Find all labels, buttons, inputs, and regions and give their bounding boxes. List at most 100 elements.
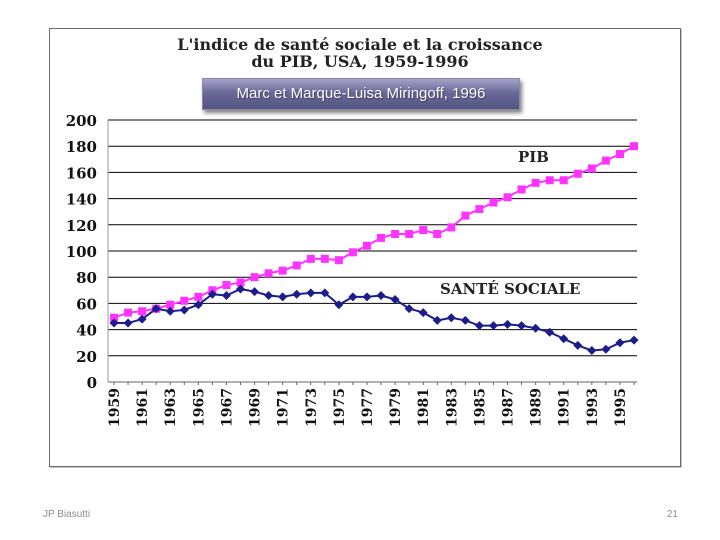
sante-sociale-data-point [432, 315, 442, 325]
sante-sociale-data-point [123, 318, 133, 328]
sante-sociale-data-point [165, 306, 175, 316]
x-tick-label: 1981 [416, 388, 432, 427]
sante-sociale-data-point [292, 289, 302, 299]
sante-sociale-data-point [587, 346, 597, 356]
page-number: 21 [666, 509, 678, 520]
sante-sociale-data-point [601, 344, 611, 354]
sante-sociale-data-point [137, 314, 147, 324]
chart-title: L'indice de santé sociale et la croissan… [170, 36, 550, 70]
x-tick-label: 1991 [557, 388, 573, 427]
sante-sociale-data-point [334, 300, 344, 310]
sante-sociale-data-point [446, 313, 456, 323]
y-tick-label: 140 [66, 191, 97, 209]
pib-data-point [601, 156, 610, 165]
pib-data-point [419, 226, 428, 235]
sante-sociale-data-point [474, 321, 484, 331]
y-tick-label: 120 [66, 217, 97, 235]
sante-sociale-data-point [362, 292, 372, 302]
x-tick-label: 1995 [613, 388, 629, 427]
x-tick-label: 1969 [248, 388, 264, 427]
pib-data-point [531, 178, 540, 187]
sante-sociale-data-point [404, 304, 414, 314]
pib-data-point [264, 269, 273, 278]
pib-data-point [573, 169, 582, 178]
sante-sociale-data-point [221, 291, 231, 301]
pib-data-point [447, 223, 456, 232]
sante-sociale-data-point [278, 292, 288, 302]
pib-data-point [334, 256, 343, 265]
y-tick-label: 200 [66, 112, 97, 130]
sante-sociale-data-point [488, 321, 498, 331]
pib-data-point [320, 254, 329, 263]
pib-data-point [194, 292, 203, 301]
pib-data-point [166, 300, 175, 309]
y-tick-label: 0 [87, 374, 97, 392]
pib-data-point [545, 176, 554, 185]
pib-data-point [517, 185, 526, 194]
x-tick-label: 1965 [191, 388, 207, 427]
pib-data-point [348, 248, 357, 257]
sante-sociale-data-point [390, 294, 400, 304]
pib-data-point [630, 142, 638, 151]
x-tick-label: 1961 [135, 388, 151, 427]
pib-data-point [138, 307, 147, 316]
pib-data-point [236, 278, 245, 287]
pib-data-point [615, 150, 624, 159]
pib-data-point [461, 211, 470, 220]
pib-data-point [475, 205, 484, 214]
pib-data-point [180, 296, 189, 305]
x-tick-label: 1975 [332, 388, 348, 427]
pib-data-point [503, 193, 512, 202]
sante-sociale-data-point [615, 338, 625, 348]
sante-sociale-data-point [207, 289, 217, 299]
pib-data-point [250, 273, 259, 282]
y-tick-label: 80 [76, 269, 97, 287]
x-tick-label: 1979 [388, 388, 404, 427]
sante-sociale-data-point [235, 284, 245, 294]
sante-sociale-data-point [629, 335, 639, 345]
sante-sociale-data-point [573, 340, 583, 350]
pib-data-point [222, 281, 231, 290]
sante-sociale-data-point [264, 291, 274, 301]
pib-data-point [587, 164, 596, 173]
sante-sociale-data-point [418, 308, 428, 318]
series-label-sante-sociale: SANTÉ SOCIALE [440, 280, 580, 298]
sante-sociale-data-point [559, 334, 569, 344]
y-tick-label: 20 [76, 348, 97, 366]
pib-data-point [278, 266, 287, 275]
sante-sociale-data-point [179, 305, 189, 315]
sante-sociale-data-point [460, 315, 470, 325]
sante-sociale-data-point [320, 288, 330, 298]
x-tick-label: 1971 [276, 388, 292, 427]
sante-sociale-data-point [193, 300, 203, 310]
chart-title-line-2: du PIB, USA, 1959-1996 [251, 52, 469, 71]
x-tick-label: 1987 [501, 388, 517, 427]
chart-title-line-1: L'indice de santé sociale et la croissan… [177, 35, 543, 54]
x-tick-label: 1989 [529, 388, 545, 427]
x-tick-label: 1985 [472, 388, 488, 427]
footer-author: JP Biasutti [43, 509, 91, 520]
x-tick-label: 1973 [304, 388, 320, 427]
pib-data-point [124, 308, 133, 317]
pib-data-point [292, 261, 301, 270]
pib-data-point [377, 233, 386, 242]
y-tick-label: 100 [66, 243, 97, 261]
x-tick-label: 1963 [163, 388, 179, 427]
x-tick-label: 1993 [585, 388, 601, 427]
pib-data-point [405, 229, 414, 238]
sante-sociale-data-point [376, 291, 386, 301]
y-tick-label: 60 [76, 295, 97, 313]
sante-sociale-data-point [109, 318, 119, 328]
sante-sociale-data-point [503, 319, 513, 329]
sante-sociale-data-point [250, 287, 260, 297]
sante-sociale-data-point [517, 321, 527, 331]
pib-data-point [433, 229, 442, 238]
y-tick-label: 40 [76, 322, 97, 340]
sante-sociale-data-point [151, 304, 161, 314]
pib-data-point [489, 198, 498, 207]
pib-data-point [362, 241, 371, 250]
x-tick-label: 1959 [107, 388, 123, 427]
y-tick-label: 180 [66, 138, 97, 156]
pib-data-point [110, 313, 118, 322]
